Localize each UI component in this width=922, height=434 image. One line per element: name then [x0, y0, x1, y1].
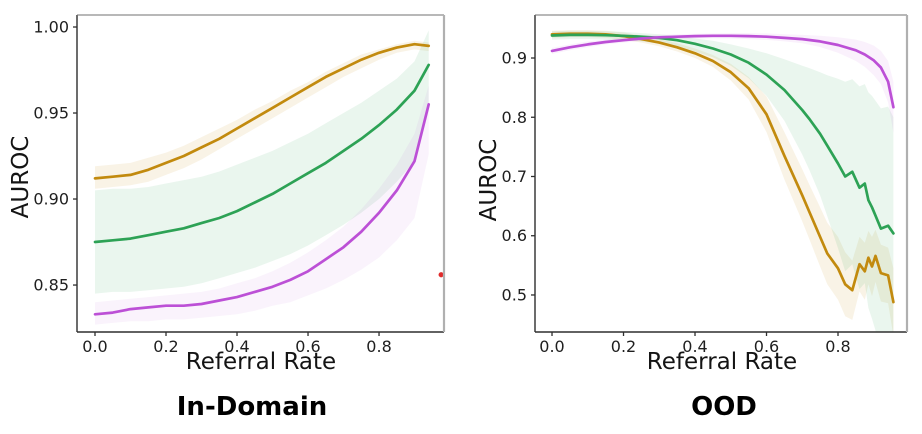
svg-text:0.0: 0.0: [82, 337, 107, 356]
svg-text:0.8: 0.8: [366, 337, 391, 356]
svg-text:0.95: 0.95: [33, 104, 69, 123]
y-axis-label-ood: AUROC: [476, 138, 502, 222]
svg-text:1.00: 1.00: [33, 18, 69, 37]
svg-text:0.6: 0.6: [295, 337, 320, 356]
svg-text:0.8: 0.8: [825, 337, 850, 356]
svg-text:0.8: 0.8: [502, 108, 527, 127]
y-axis-label-in-domain: AUROC: [8, 135, 34, 219]
plot-title-in-domain: In-Domain: [176, 392, 328, 422]
svg-text:0.4: 0.4: [224, 337, 249, 356]
plot-title-ood: OOD: [691, 392, 757, 422]
svg-text:0.6: 0.6: [754, 337, 779, 356]
svg-text:0.4: 0.4: [682, 337, 707, 356]
svg-text:0.9: 0.9: [502, 49, 527, 68]
svg-text:0.6: 0.6: [502, 226, 527, 245]
svg-text:0.85: 0.85: [33, 276, 69, 295]
x-axis-label-in-domain: Referral Rate: [185, 349, 337, 375]
svg-text:0.5: 0.5: [502, 285, 527, 304]
svg-text:0.7: 0.7: [502, 167, 527, 186]
x-axis-label-ood: Referral Rate: [646, 349, 798, 375]
svg-text:0.0: 0.0: [539, 337, 564, 356]
svg-text:0.90: 0.90: [33, 190, 69, 209]
svg-text:0.2: 0.2: [611, 337, 636, 356]
svg-text:0.2: 0.2: [153, 337, 178, 356]
